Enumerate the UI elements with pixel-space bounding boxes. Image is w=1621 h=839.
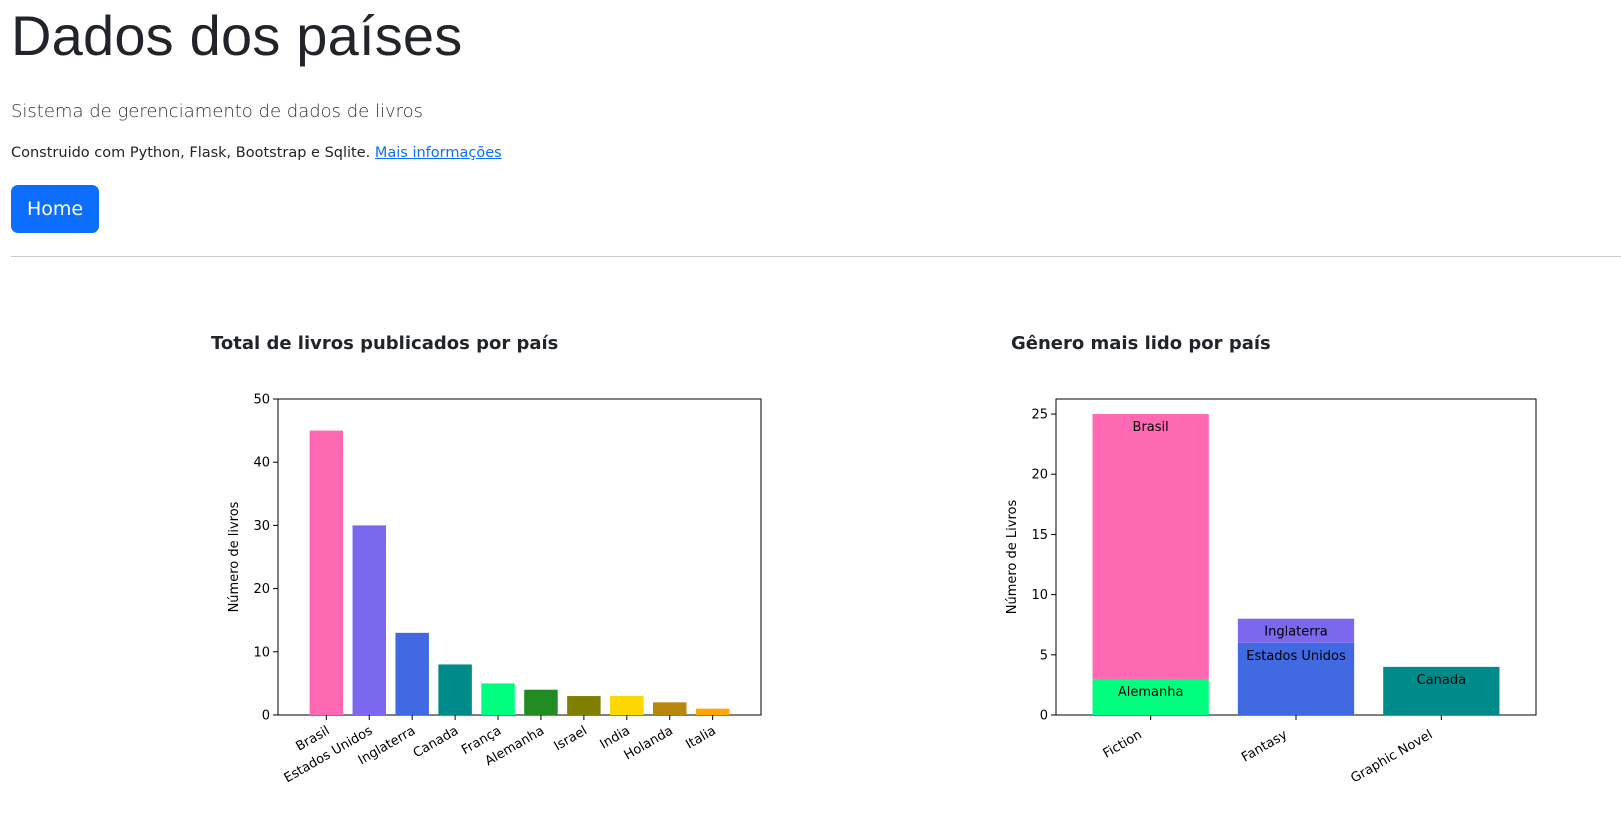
- x-tick-label: Fiction: [1101, 727, 1145, 761]
- y-tick-label: 20: [253, 582, 270, 597]
- segment-label-brasil: Brasil: [1133, 420, 1169, 435]
- bar-segment-brasil: [1092, 414, 1209, 679]
- chart-books-per-country-title: Total de livros publicados por país: [211, 333, 559, 354]
- y-tick-label: 5: [1040, 648, 1048, 663]
- bar-holanda: [652, 702, 687, 715]
- plot-frame: [277, 398, 762, 716]
- y-tick-label: 50: [253, 393, 270, 408]
- x-tick-label: Fantasy: [1239, 727, 1290, 765]
- y-tick-label: 40: [253, 456, 270, 471]
- bar-segment-estados-unidos: [1237, 642, 1355, 715]
- x-tick-label: Canada: [411, 723, 461, 761]
- bar-india: [610, 696, 644, 715]
- page-title: Dados dos países: [11, 4, 463, 67]
- page-lead: Sistema de gerenciamento de dados de liv…: [11, 101, 424, 122]
- more-info-link[interactable]: Mais informações: [374, 145, 502, 161]
- y-tick-label: 20: [1031, 468, 1048, 483]
- y-tick-label: 30: [253, 519, 270, 534]
- divider: [11, 256, 1621, 257]
- bar-brasil: [309, 430, 344, 715]
- home-button[interactable]: Home: [11, 185, 99, 233]
- bar-inglaterra: [395, 632, 429, 715]
- segment-label-canada: Canada: [1417, 673, 1466, 688]
- bar-israel: [567, 696, 601, 715]
- bar-estados-unidos: [352, 525, 387, 715]
- bar-segment-canada: [1383, 666, 1500, 715]
- y-tick-label: 25: [1031, 408, 1048, 423]
- built-with-label: Construido com Python, Flask, Bootstrap …: [11, 145, 371, 161]
- y-axis-label: Número de Livros: [1005, 500, 1020, 615]
- bar-alemanha: [524, 689, 558, 715]
- segment-label-estados-unidos: Estados Unidos: [1246, 649, 1346, 664]
- chart-genre-per-country: 0 5 10 15 20 25 Número de Livros Alemanha Brasil…: [1005, 398, 1537, 786]
- x-tick-label: Italia: [683, 723, 718, 752]
- x-tick-label: Israel: [552, 723, 590, 754]
- bar-italia: [695, 708, 730, 715]
- bar-segment-alemanha: [1092, 678, 1209, 715]
- y-tick-label: 15: [1031, 528, 1048, 543]
- y-tick-label: 10: [1031, 588, 1048, 603]
- y-tick-label: 0: [1040, 709, 1048, 724]
- segment-label-inglaterra: Inglaterra: [1264, 625, 1327, 640]
- y-axis-label: Número de livros: [227, 501, 242, 612]
- y-tick-label: 0: [262, 709, 270, 724]
- bar-canada: [438, 664, 472, 715]
- x-tick-label: Graphic Novel: [1348, 727, 1435, 786]
- y-tick-label: 10: [253, 645, 270, 660]
- chart-genre-per-country-title: Gênero mais lido por país: [1011, 333, 1271, 354]
- bar-segment-inglaterra: [1237, 618, 1355, 643]
- built-with-text: Construido com Python, Flask, Bootstrap …: [11, 143, 502, 163]
- bar-franca: [481, 683, 515, 715]
- x-tick-label: Holanda: [622, 723, 676, 763]
- segment-label-alemanha: Alemanha: [1118, 685, 1184, 700]
